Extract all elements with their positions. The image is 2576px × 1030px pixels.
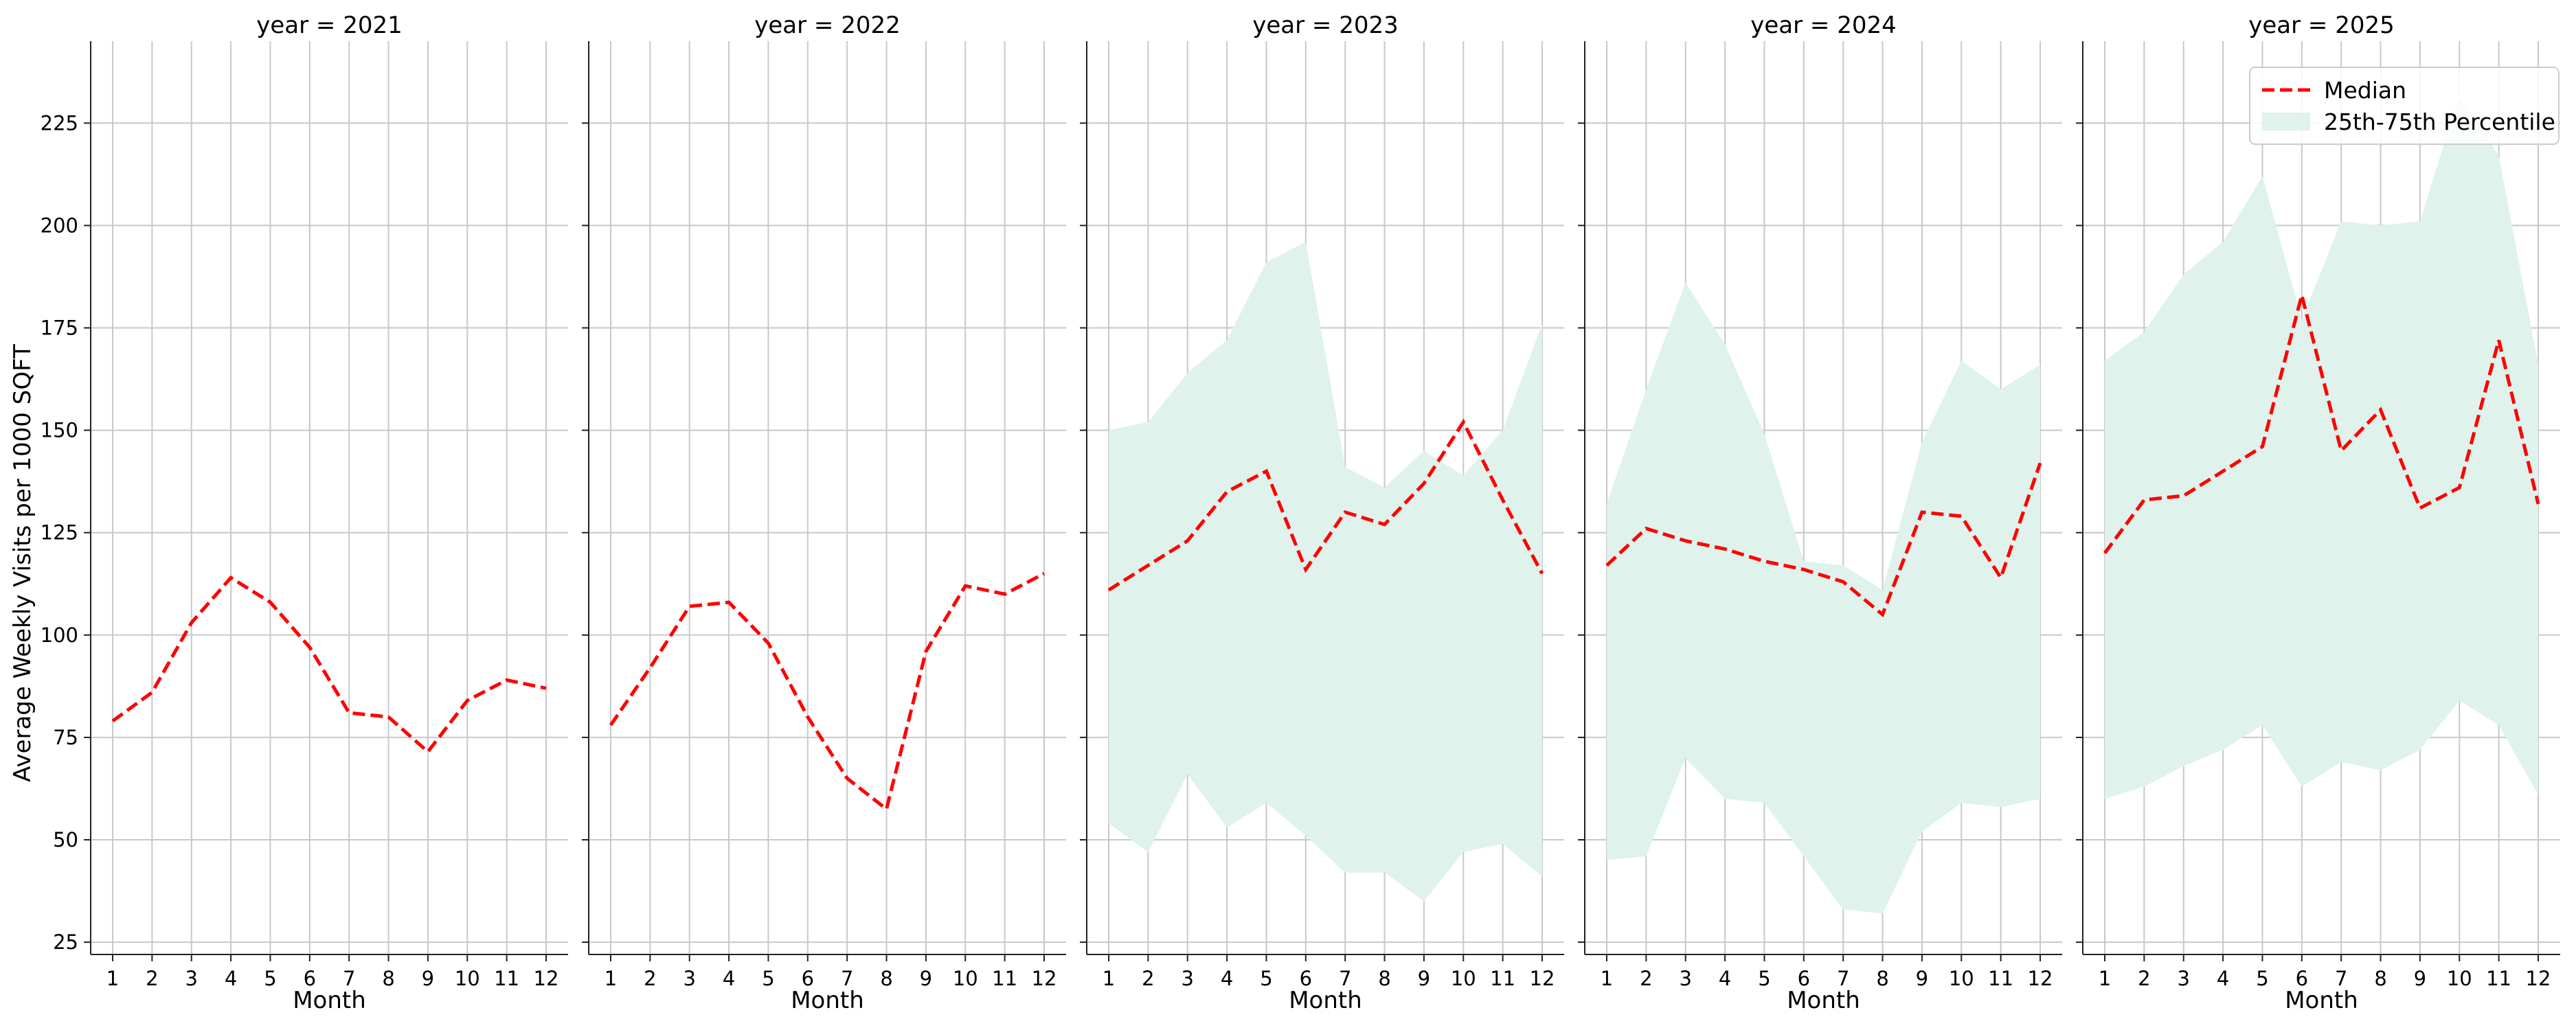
x-tick-label: 2 <box>1142 967 1154 990</box>
x-tick-label: 6 <box>304 967 316 990</box>
panel-title: year = 2025 <box>2248 12 2394 39</box>
x-tick-label: 7 <box>1837 967 1849 990</box>
percentile-band <box>2105 94 2538 799</box>
panel-title: year = 2024 <box>1750 12 1896 39</box>
x-tick-label: 4 <box>225 967 237 990</box>
legend: Median 25th-75th Percentile <box>2249 67 2560 145</box>
median-line <box>1107 418 1544 592</box>
x-tick-label: 10 <box>1451 967 1476 990</box>
panel-1: 1 2 3 4 5 6 7 8 9 10 11 12255075100125150175200225y… <box>41 12 568 1014</box>
x-axis-label: Month <box>293 987 366 1014</box>
x-tick-label: 11 <box>1490 967 1515 990</box>
x-tick-label: 5 <box>2256 967 2268 990</box>
percentile-band <box>1109 242 1542 902</box>
x-tick-label: 11 <box>494 967 519 990</box>
x-tick-label: 2 <box>1640 967 1652 990</box>
x-tick-label: 4 <box>723 967 735 990</box>
x-tick-label: 12 <box>2526 967 2551 990</box>
x-tick-label: 2 <box>644 967 656 990</box>
x-tick-label: 12 <box>2028 967 2053 990</box>
x-tick-label: 8 <box>2374 967 2386 990</box>
x-tick-label: 4 <box>1719 967 1731 990</box>
panel-title: year = 2021 <box>256 12 402 39</box>
x-tick-label: 7 <box>841 967 853 990</box>
y-tick-label: 75 <box>53 726 78 749</box>
x-tick-label: 5 <box>264 967 276 990</box>
legend-band-swatch <box>2262 113 2310 130</box>
x-tick-label: 11 <box>2486 967 2511 990</box>
y-tick-label: 125 <box>41 521 78 545</box>
median-line <box>2103 295 2540 554</box>
x-tick-label: 8 <box>382 967 394 990</box>
x-tick-label: 8 <box>1876 967 1888 990</box>
x-tick-label: 8 <box>880 967 892 990</box>
panel-title: year = 2022 <box>754 12 900 39</box>
x-tick-label: 1 <box>1601 967 1613 990</box>
x-tick-label: 3 <box>185 967 198 990</box>
x-axis-label: Month <box>791 987 864 1014</box>
legend-box <box>2249 67 2560 145</box>
x-tick-label: 11 <box>992 967 1017 990</box>
y-tick-label: 225 <box>41 111 78 135</box>
x-tick-label: 9 <box>2414 967 2426 990</box>
x-axis-label: Month <box>2285 987 2358 1014</box>
x-tick-label: 3 <box>2178 967 2190 990</box>
x-tick-label: 3 <box>683 967 696 990</box>
x-tick-label: 5 <box>762 967 774 990</box>
x-tick-label: 8 <box>1378 967 1390 990</box>
x-tick-label: 10 <box>2447 967 2472 990</box>
y-axis-label: Average Weekly Visits per 1000 SQFT <box>9 344 36 782</box>
x-tick-label: 6 <box>802 967 814 990</box>
x-tick-label: 2 <box>146 967 158 990</box>
x-tick-label: 1 <box>605 967 617 990</box>
x-tick-label: 6 <box>1798 967 1810 990</box>
x-tick-label: 5 <box>1260 967 1272 990</box>
y-tick-label: 175 <box>41 316 78 339</box>
y-tick-label: 200 <box>41 214 78 237</box>
x-tick-label: 10 <box>953 967 978 990</box>
x-tick-label: 5 <box>1758 967 1770 990</box>
y-tick-label: 50 <box>53 828 78 851</box>
x-tick-label: 9 <box>1418 967 1430 990</box>
x-tick-label: 7 <box>1339 967 1351 990</box>
x-tick-label: 10 <box>455 967 480 990</box>
x-tick-label: 3 <box>1182 967 1194 990</box>
x-tick-label: 1 <box>106 967 119 990</box>
x-tick-label: 12 <box>534 967 559 990</box>
median-line <box>1605 462 2042 618</box>
x-tick-label: 9 <box>920 967 932 990</box>
y-tick-label: 150 <box>41 419 78 442</box>
y-tick-label: 25 <box>53 930 78 954</box>
x-tick-label: 4 <box>2217 967 2229 990</box>
x-axis-label: Month <box>1787 987 1860 1014</box>
x-tick-label: 2 <box>2138 967 2150 990</box>
legend-band-label: 25th-75th Percentile <box>2324 108 2555 135</box>
x-tick-label: 12 <box>1530 967 1555 990</box>
x-tick-label: 12 <box>1032 967 1057 990</box>
legend-median-label: Median <box>2324 77 2406 104</box>
x-tick-label: 6 <box>1300 967 1312 990</box>
x-axis-label: Month <box>1289 987 1362 1014</box>
x-tick-label: 4 <box>1221 967 1233 990</box>
x-tick-label: 1 <box>2099 967 2111 990</box>
y-tick-label: 100 <box>41 623 78 647</box>
x-tick-label: 11 <box>1988 967 2013 990</box>
x-tick-label: 6 <box>2296 967 2308 990</box>
x-tick-label: 1 <box>1103 967 1115 990</box>
x-tick-label: 9 <box>422 967 434 990</box>
x-tick-label: 3 <box>1680 967 1692 990</box>
x-tick-label: 7 <box>343 967 355 990</box>
x-tick-label: 9 <box>1916 967 1928 990</box>
panel-title: year = 2023 <box>1252 12 1398 39</box>
x-tick-label: 7 <box>2335 967 2347 990</box>
x-tick-label: 10 <box>1949 967 1974 990</box>
percentile-band <box>1607 282 2040 914</box>
median-line <box>609 572 1046 812</box>
median-line <box>111 575 547 755</box>
